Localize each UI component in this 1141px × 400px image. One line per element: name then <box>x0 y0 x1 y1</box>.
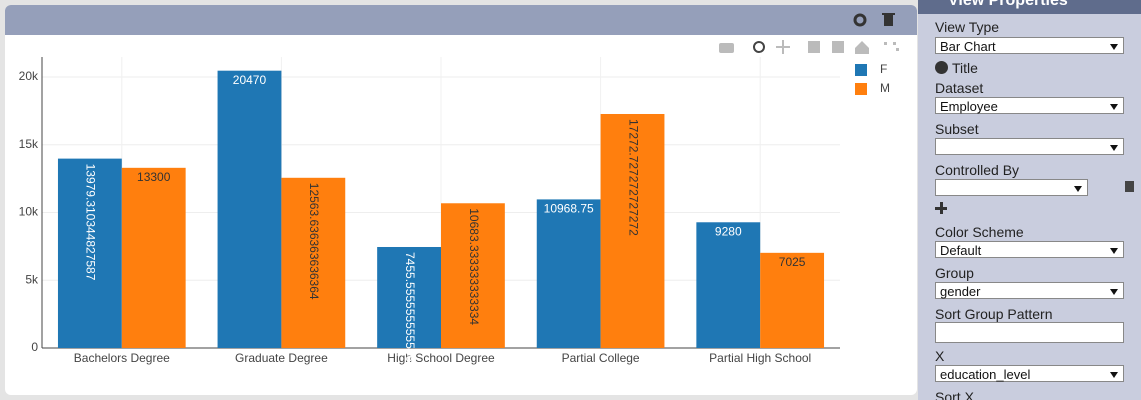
y-tick-label: 15k <box>19 137 39 151</box>
y-tick-label: 5k <box>25 272 39 286</box>
field-label: Subset <box>935 121 979 137</box>
y-tick-label: 0 <box>31 340 38 354</box>
data-label: 9280 <box>715 224 742 238</box>
bar <box>760 252 825 348</box>
y-tick-label: 10k <box>19 205 39 219</box>
bar <box>600 113 665 348</box>
field-input[interactable] <box>935 322 1124 343</box>
data-label: 10968.75 <box>544 202 594 216</box>
data-label: 17272.727272727272 <box>626 119 640 236</box>
field-label: Sort Group Pattern <box>935 306 1053 322</box>
y-tick-label: 20k <box>19 69 39 83</box>
header-icons[interactable] <box>853 13 895 27</box>
bar <box>217 70 282 349</box>
field-select[interactable]: Bar Chart <box>935 37 1124 54</box>
bar <box>377 246 441 348</box>
sidebar-title: View Properties <box>918 0 1141 14</box>
field-select[interactable] <box>935 138 1124 155</box>
legend-swatch <box>855 64 867 76</box>
field-select[interactable]: Default <box>935 241 1124 258</box>
x-tick-label: Bachelors Degree <box>74 351 170 365</box>
x-tick-label: Partial College <box>562 351 640 365</box>
field-select[interactable]: education_level <box>935 365 1124 382</box>
bar <box>536 199 601 348</box>
field-label: Color Scheme <box>935 224 1024 240</box>
field-select[interactable]: gender <box>935 282 1124 299</box>
bar <box>57 158 122 348</box>
data-label: 13300 <box>137 170 171 184</box>
legend-label: M <box>880 81 890 95</box>
x-tick-label: Graduate Degree <box>235 351 328 365</box>
field-select[interactable]: Employee <box>935 97 1124 114</box>
field-select[interactable] <box>935 179 1088 196</box>
data-label: 7025 <box>779 255 806 269</box>
bar <box>121 167 186 348</box>
x-tick-label: High School Degree <box>387 351 495 365</box>
field-label: Title <box>952 60 978 76</box>
x-tick-label: Partial High School <box>709 351 811 365</box>
add-control-icon[interactable] <box>935 202 947 214</box>
bar <box>281 177 346 348</box>
panel-header <box>5 5 917 35</box>
add-title-icon[interactable] <box>935 61 948 74</box>
field-label: Group <box>935 265 974 281</box>
field-label: View Type <box>935 19 1000 35</box>
field-label: X <box>935 348 945 364</box>
legend-label: F <box>880 62 887 76</box>
field-label: Sort X <box>935 389 974 400</box>
data-label: 12563.636363636364 <box>307 183 321 300</box>
field-label: Dataset <box>935 80 984 96</box>
field-label: Controlled By <box>935 162 1020 178</box>
data-label: 20470 <box>233 73 267 87</box>
properties-sidebar: View Properties View Type Bar Chart Title D… <box>918 0 1141 400</box>
bar <box>441 203 505 348</box>
data-label: 10683.333333333334 <box>467 208 481 325</box>
chart: 0 5k 10k 15k 20k Bachelors Degree 13979.310344… <box>19 13 899 365</box>
data-label: 7455.555555555556 <box>403 252 417 362</box>
bar <box>696 222 761 348</box>
legend-swatch <box>855 83 867 95</box>
remove-control-icon[interactable] <box>1125 181 1134 192</box>
toolbar[interactable] <box>719 40 899 54</box>
data-label: 13979.310344827587 <box>84 164 98 281</box>
